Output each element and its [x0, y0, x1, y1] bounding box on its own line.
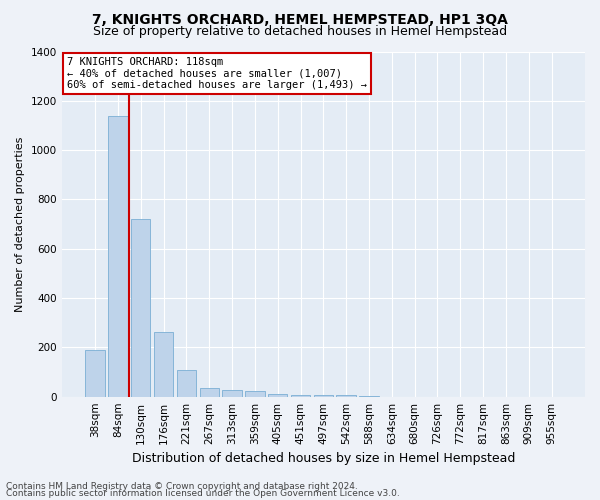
Bar — [154, 332, 173, 396]
Bar — [108, 116, 128, 396]
Text: 7 KNIGHTS ORCHARD: 118sqm
← 40% of detached houses are smaller (1,007)
60% of se: 7 KNIGHTS ORCHARD: 118sqm ← 40% of detac… — [67, 56, 367, 90]
Bar — [131, 219, 151, 396]
Y-axis label: Number of detached properties: Number of detached properties — [15, 136, 25, 312]
Bar — [245, 392, 265, 396]
Bar — [223, 390, 242, 396]
Text: Contains HM Land Registry data © Crown copyright and database right 2024.: Contains HM Land Registry data © Crown c… — [6, 482, 358, 491]
Bar — [291, 394, 310, 396]
Bar — [268, 394, 287, 396]
Text: 7, KNIGHTS ORCHARD, HEMEL HEMPSTEAD, HP1 3QA: 7, KNIGHTS ORCHARD, HEMEL HEMPSTEAD, HP1… — [92, 12, 508, 26]
Bar — [200, 388, 219, 396]
Bar — [85, 350, 105, 397]
Text: Contains public sector information licensed under the Open Government Licence v3: Contains public sector information licen… — [6, 490, 400, 498]
Bar — [177, 370, 196, 396]
X-axis label: Distribution of detached houses by size in Hemel Hempstead: Distribution of detached houses by size … — [131, 452, 515, 465]
Text: Size of property relative to detached houses in Hemel Hempstead: Size of property relative to detached ho… — [93, 25, 507, 38]
